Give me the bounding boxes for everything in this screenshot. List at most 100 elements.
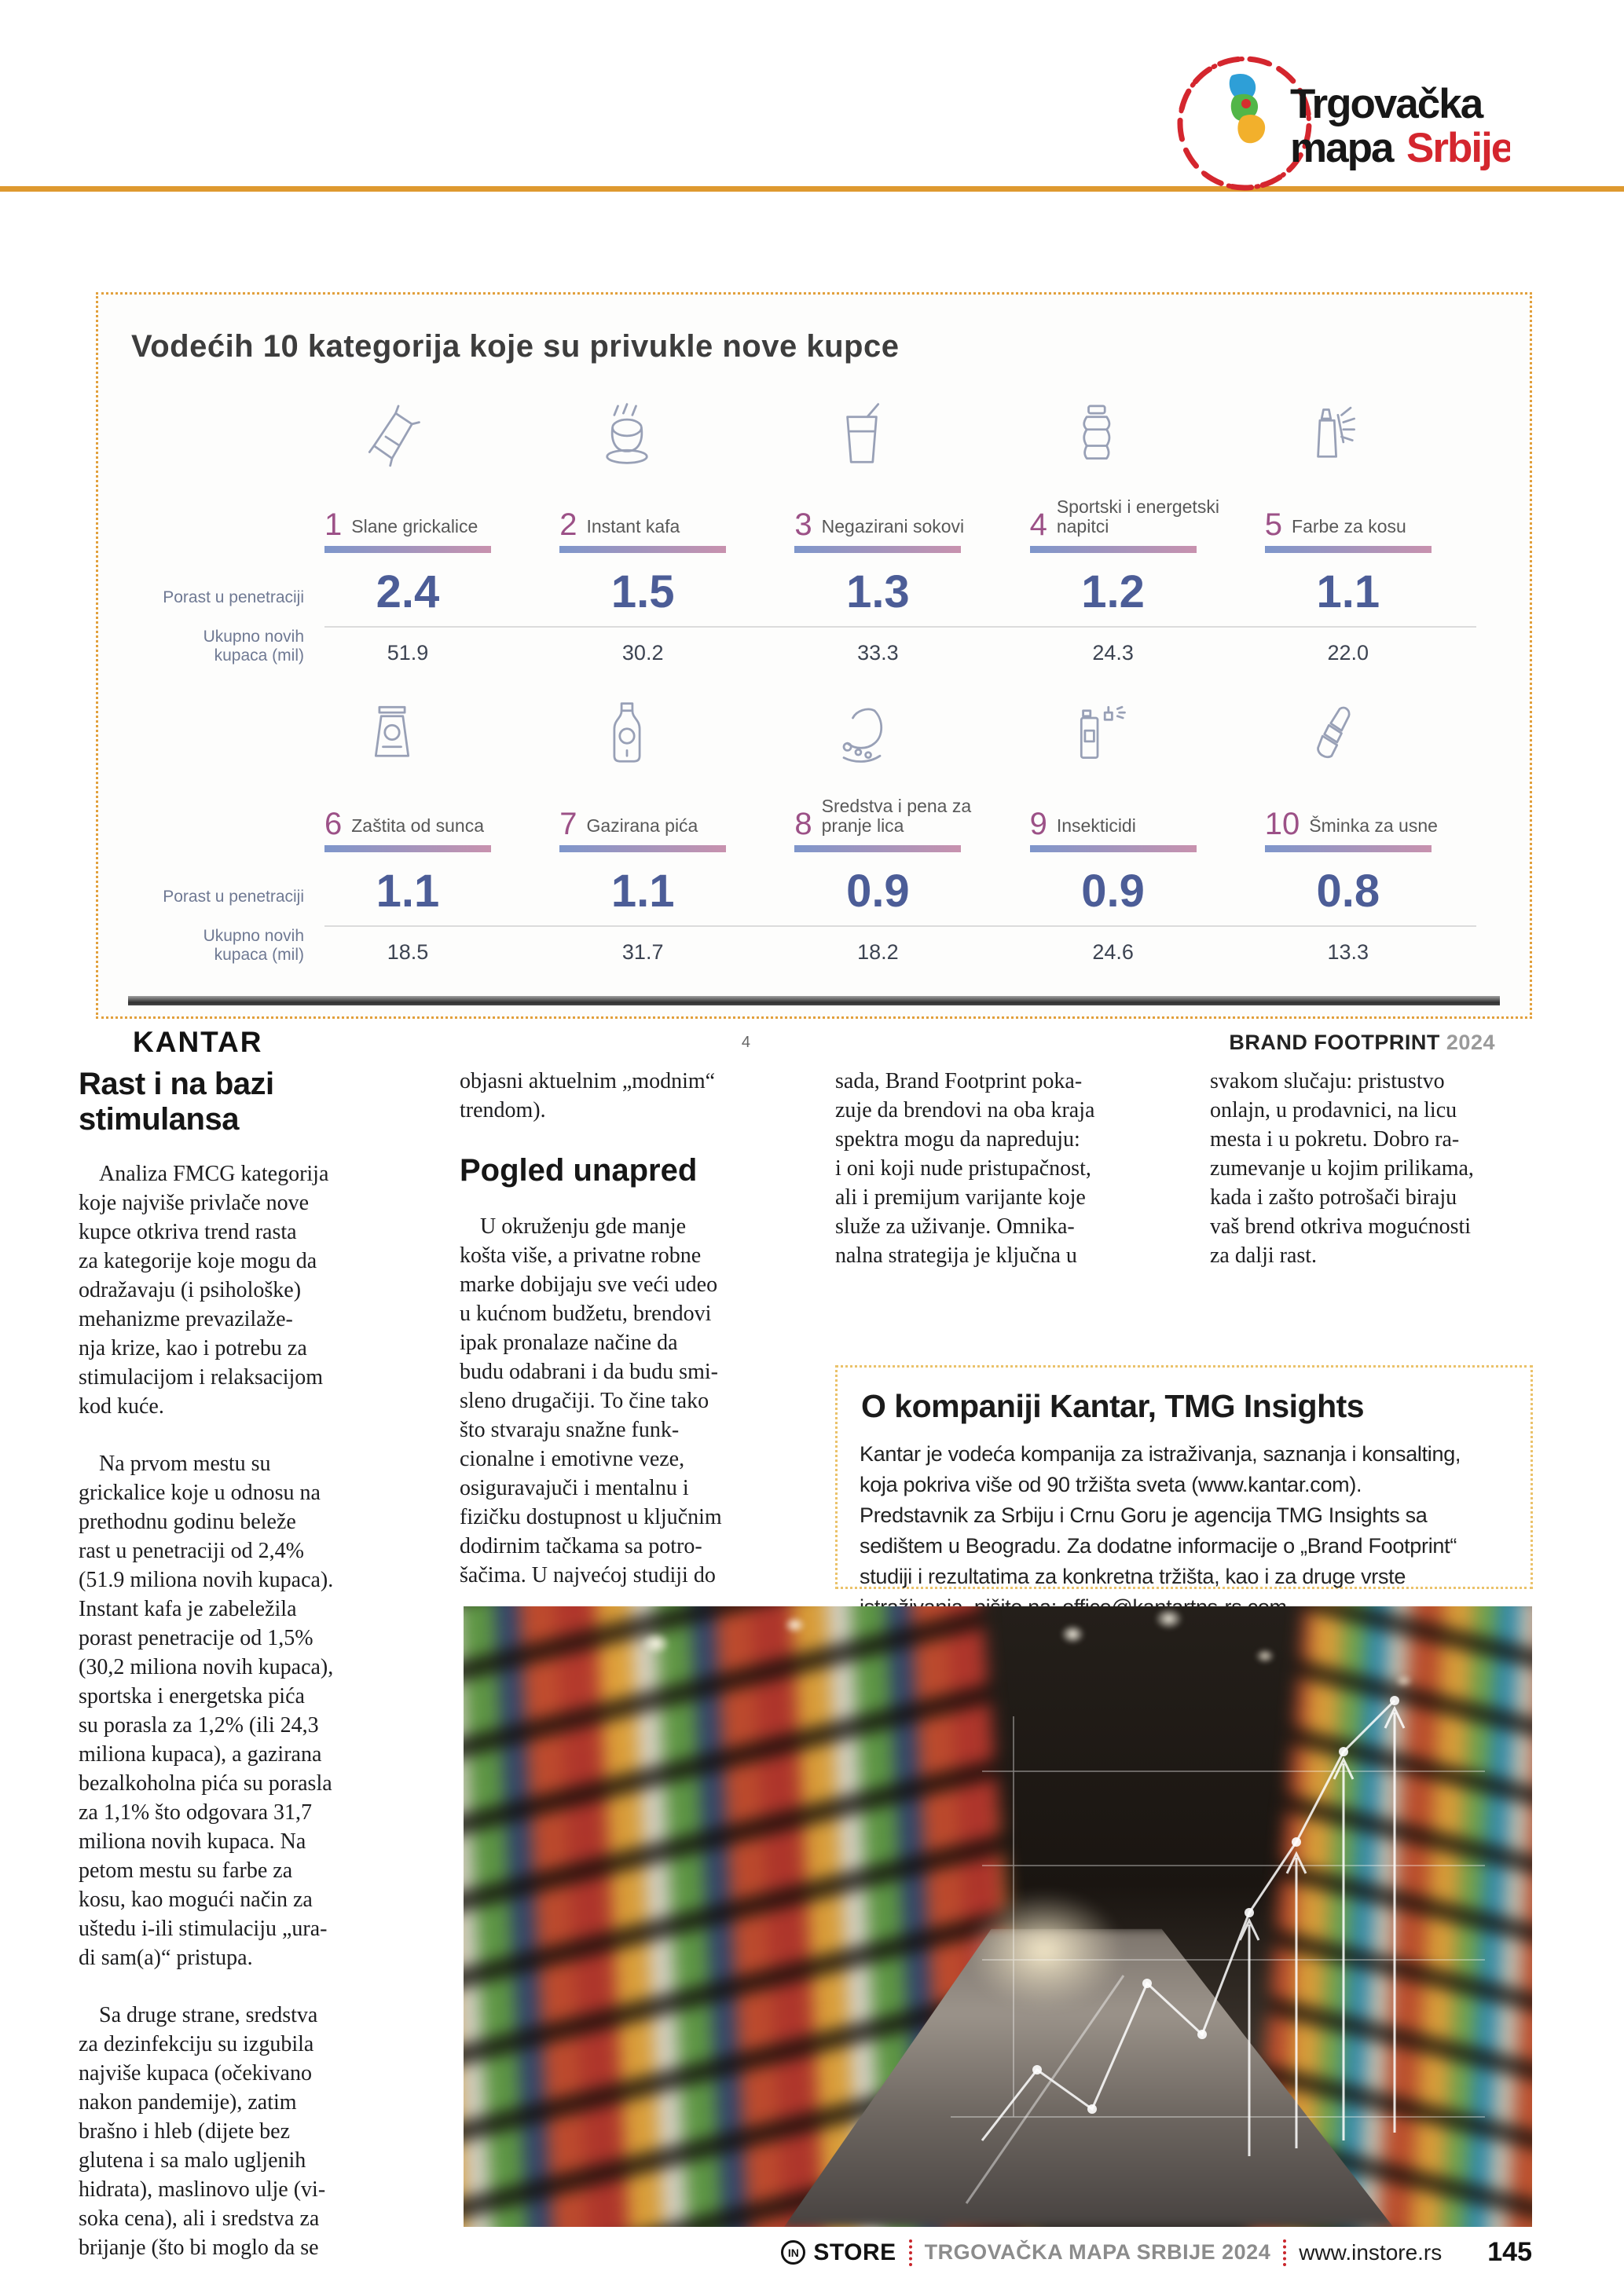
penetration-value: 1.1: [610, 866, 675, 917]
penetration-value: 0.8: [1316, 866, 1380, 917]
paragraph: Na prvom mestu su grickalice koje u odno…: [79, 1451, 334, 1970]
kantar-logo: KANTAR: [133, 1026, 263, 1058]
paragraph: sada, Brand Footprint poka- zuje da bren…: [835, 1069, 1095, 1268]
row-label-buyers: Ukupno novih kupaca (mil): [203, 628, 304, 665]
brand-footprint-label: BRAND FOOTPRINT 2024: [1229, 1030, 1495, 1054]
store-logo: STORE: [813, 2239, 896, 2265]
photo-ceiling-lights: [464, 1606, 1532, 1917]
penetration-value: 0.9: [846, 866, 910, 917]
penetration-value: 0.9: [1081, 866, 1145, 917]
paragraph: Analiza FMCG kategorija koje najviše pri…: [79, 1161, 329, 1419]
buyers-value: 18.5: [387, 940, 429, 964]
category-rank: 6: [324, 807, 343, 841]
category-cell: 9 Insekticidi: [1029, 772, 1265, 852]
category-cell: 6 Zaštita od sunca: [324, 772, 559, 852]
sports-bottle-icon: [1082, 405, 1110, 460]
instore-in-icon: IN: [781, 2240, 806, 2265]
infographic-footer: KANTAR 4 BRAND FOOTPRINT 2024: [128, 1026, 1500, 1059]
category-label: Gazirana pića: [586, 815, 698, 837]
penetration-value: 2.4: [376, 566, 440, 617]
snack-bag-icon: [368, 405, 420, 467]
article-column-2: objasni aktuelnim „modnim“ trendom). Pog…: [460, 1067, 817, 1618]
supermarket-aisle-photo: [464, 1606, 1532, 2227]
category-rank: 3: [794, 507, 812, 542]
buyers-value: 31.7: [621, 940, 664, 964]
category-cell: 1 Slane grickalice: [324, 473, 559, 553]
brand-footprint-year: 2024: [1446, 1030, 1495, 1054]
paragraph: svakom slučaju: pristustvo onlajn, u pro…: [1210, 1069, 1474, 1268]
growth-chart-overlay-icon: [951, 1696, 1485, 2204]
logo-graphic: Trgovačka mapa Srbije: [1177, 56, 1515, 191]
paragraph: U okruženju gde manje košta više, a priv…: [460, 1214, 722, 1587]
category-cell: 8 Sredstva i pena za pranje lica: [794, 772, 1029, 852]
category-underline: [324, 845, 491, 852]
infographic-title: Vodećih 10 kategorija koje su privukle n…: [131, 329, 900, 364]
category-underline: [1264, 845, 1432, 852]
category-label: Farbe za kosu: [1292, 516, 1406, 537]
logo-line2-red: Srbije: [1406, 125, 1510, 171]
category-cell: 5 Farbe za kosu: [1264, 473, 1500, 553]
kantar-box-heading: O kompaniji Kantar, TMG Insights: [861, 1388, 1365, 1424]
category-label: Zaštita od sunca: [351, 815, 485, 837]
penetration-value: 1.2: [1081, 566, 1145, 617]
logo-line1: Trgovačka: [1290, 81, 1484, 127]
paragraph: Sa druge strane, sredstva za dezinfekcij…: [79, 2002, 326, 2260]
penetration-value: 1.3: [846, 566, 910, 617]
infographic-row2: 6 Zaštita od sunca 7 Gazirana pića 8 Sredst…: [128, 690, 1500, 969]
sunscreen-icon: [374, 705, 410, 757]
values-separator: [324, 626, 1476, 628]
row-label-buyers: Ukupno novih kupaca (mil): [203, 927, 304, 964]
slide-number: 4: [741, 1033, 750, 1051]
category-label: Instant kafa: [586, 516, 680, 537]
category-cell: 7 Gazirana pića: [559, 772, 794, 852]
category-underline: [1029, 546, 1197, 553]
category-label: Sportski i energetski napitci: [1056, 496, 1219, 537]
kantar-company-box: O kompaniji Kantar, TMG Insights Kantar …: [835, 1365, 1533, 1619]
infographic-divider-bar: [128, 996, 1500, 1005]
page-footer: IN STORE TRGOVAČKA MAPA SRBIJE 2024 www.…: [781, 2237, 1532, 2268]
category-cell: 4 Sportski i energetski napitci: [1029, 473, 1265, 553]
category-underline: [559, 546, 727, 553]
page-number: 145: [1487, 2237, 1532, 2267]
buyers-value: 51.9: [387, 641, 429, 665]
soda-bottle-icon: [613, 702, 641, 763]
buyers-value: 30.2: [621, 641, 664, 665]
buyers-value: 33.3: [857, 641, 899, 665]
category-cell: 2 Instant kafa: [559, 473, 794, 553]
buyers-value: 24.3: [1092, 641, 1134, 665]
face-wash-icon: [843, 708, 883, 763]
logo-line2-black: mapa: [1290, 125, 1395, 171]
buyers-value: 18.2: [857, 940, 899, 964]
coffee-cup-icon: [606, 403, 648, 464]
section-heading: Pogled unapred: [460, 1153, 698, 1188]
paragraph: objasni aktuelnim „modnim“ trendom).: [460, 1069, 716, 1122]
row-label-penetration: Porast u penetraciji: [163, 888, 304, 906]
category-underline: [1264, 546, 1432, 553]
buyers-value: 22.0: [1327, 641, 1369, 665]
kantar-box-body: Kantar je vodeća kompanija za istraživan…: [860, 1442, 1461, 1619]
lipstick-icon: [1317, 706, 1351, 759]
category-underline: [794, 845, 962, 852]
header-rule: [0, 186, 1624, 192]
category-label: Insekticidi: [1056, 815, 1136, 837]
footer-divider: [908, 2239, 912, 2266]
category-rank: 7: [559, 807, 577, 841]
category-underline: [324, 546, 491, 553]
buyers-value: 24.6: [1092, 940, 1134, 964]
category-rank: 10: [1264, 807, 1300, 841]
article-column-1: Rast i na bazi stimulansa Analiza FMCG k…: [79, 1067, 428, 2291]
section-heading: Rast i na bazi stimulansa: [79, 1067, 274, 1137]
penetration-value: 1.1: [1316, 566, 1380, 617]
category-label: Sredstva i pena za pranje lica: [821, 796, 972, 837]
category-underline: [1029, 845, 1197, 852]
category-underline: [794, 546, 962, 553]
row-label-penetration: Porast u penetraciji: [163, 588, 304, 606]
footer-edition: TRGOVAČKA MAPA SRBIJE 2024: [924, 2240, 1271, 2264]
category-rank: 8: [794, 807, 812, 841]
category-label: Negazirani sokovi: [821, 516, 965, 537]
category-label: Šminka za usne: [1309, 815, 1438, 837]
values-separator: [324, 925, 1476, 927]
penetration-value: 1.1: [376, 866, 440, 917]
category-rank: 4: [1029, 507, 1047, 542]
trgovacka-mapa-srbije-logo: Trgovačka mapa Srbije: [1164, 49, 1515, 194]
